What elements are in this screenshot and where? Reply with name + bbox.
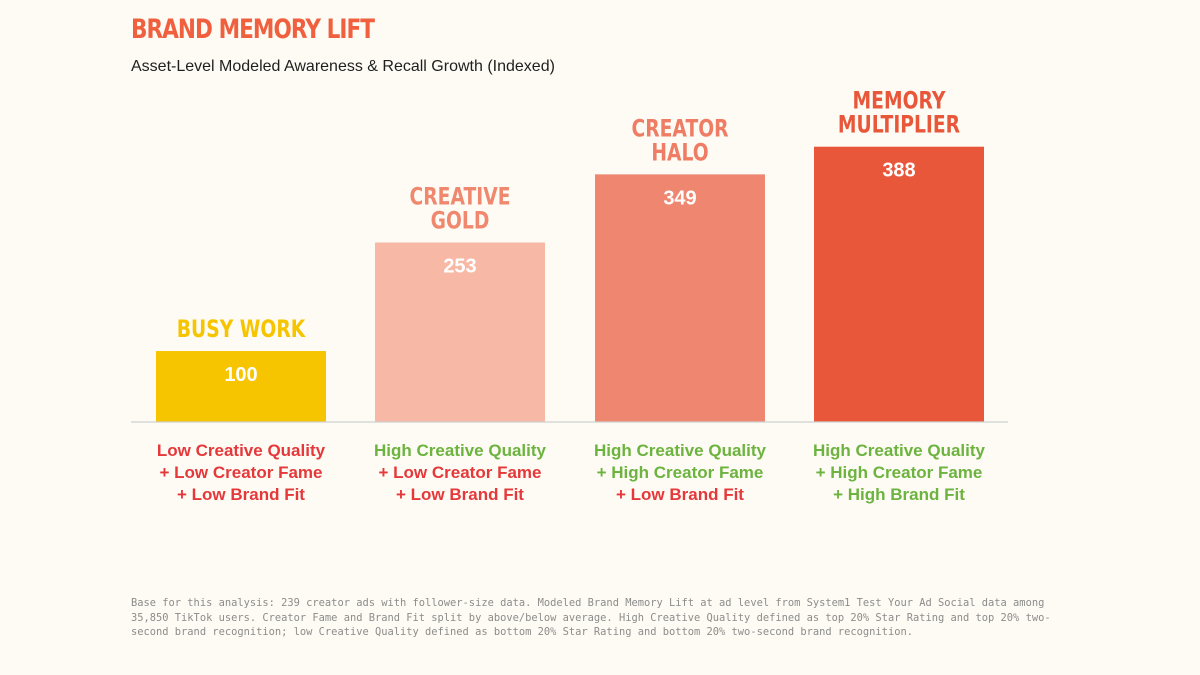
bar: [814, 146, 984, 422]
bar: [595, 174, 765, 422]
bar-description-line: + High Creator Fame: [816, 463, 983, 482]
bar: [375, 242, 545, 422]
bar-description-line: High Creative Quality: [813, 441, 985, 460]
category-label: CREATOR HALO: [631, 115, 728, 167]
category-label: MEMORY MULTIPLIER: [838, 88, 961, 140]
footnote: Base for this analysis: 239 creator ads …: [131, 597, 1051, 638]
bar: [156, 351, 326, 422]
bar-description-line: + High Brand Fit: [833, 485, 965, 504]
bar-description-line: + High Creator Fame: [597, 463, 764, 482]
bar-chart: 100 BUSY WORK Low Creative Quality + Low Cr…: [131, 88, 1008, 504]
bar-value-label: 349: [663, 187, 696, 209]
bar-description-line: + Low Brand Fit: [396, 485, 524, 504]
bar-description-line: + Low Brand Fit: [177, 485, 305, 504]
bar-description-line: Low Creative Quality: [157, 441, 326, 460]
bar-value-label: 253: [443, 255, 476, 277]
bar-description-line: + Low Creator Fame: [379, 463, 542, 482]
category-label: CREATIVE GOLD: [410, 183, 511, 235]
bar-value-label: 388: [882, 160, 915, 182]
bar-value-label: 100: [224, 364, 257, 386]
bar-description-line: + Low Brand Fit: [616, 485, 744, 504]
chart-subtitle: Asset-Level Modeled Awareness & Recall G…: [131, 58, 555, 75]
chart-title: BRAND MEMORY LIFT: [131, 14, 375, 45]
category-label: BUSY WORK: [177, 316, 307, 344]
bar-description-line: High Creative Quality: [374, 441, 546, 460]
bar-description-line: High Creative Quality: [594, 441, 766, 460]
bar-description-line: + Low Creator Fame: [160, 463, 323, 482]
